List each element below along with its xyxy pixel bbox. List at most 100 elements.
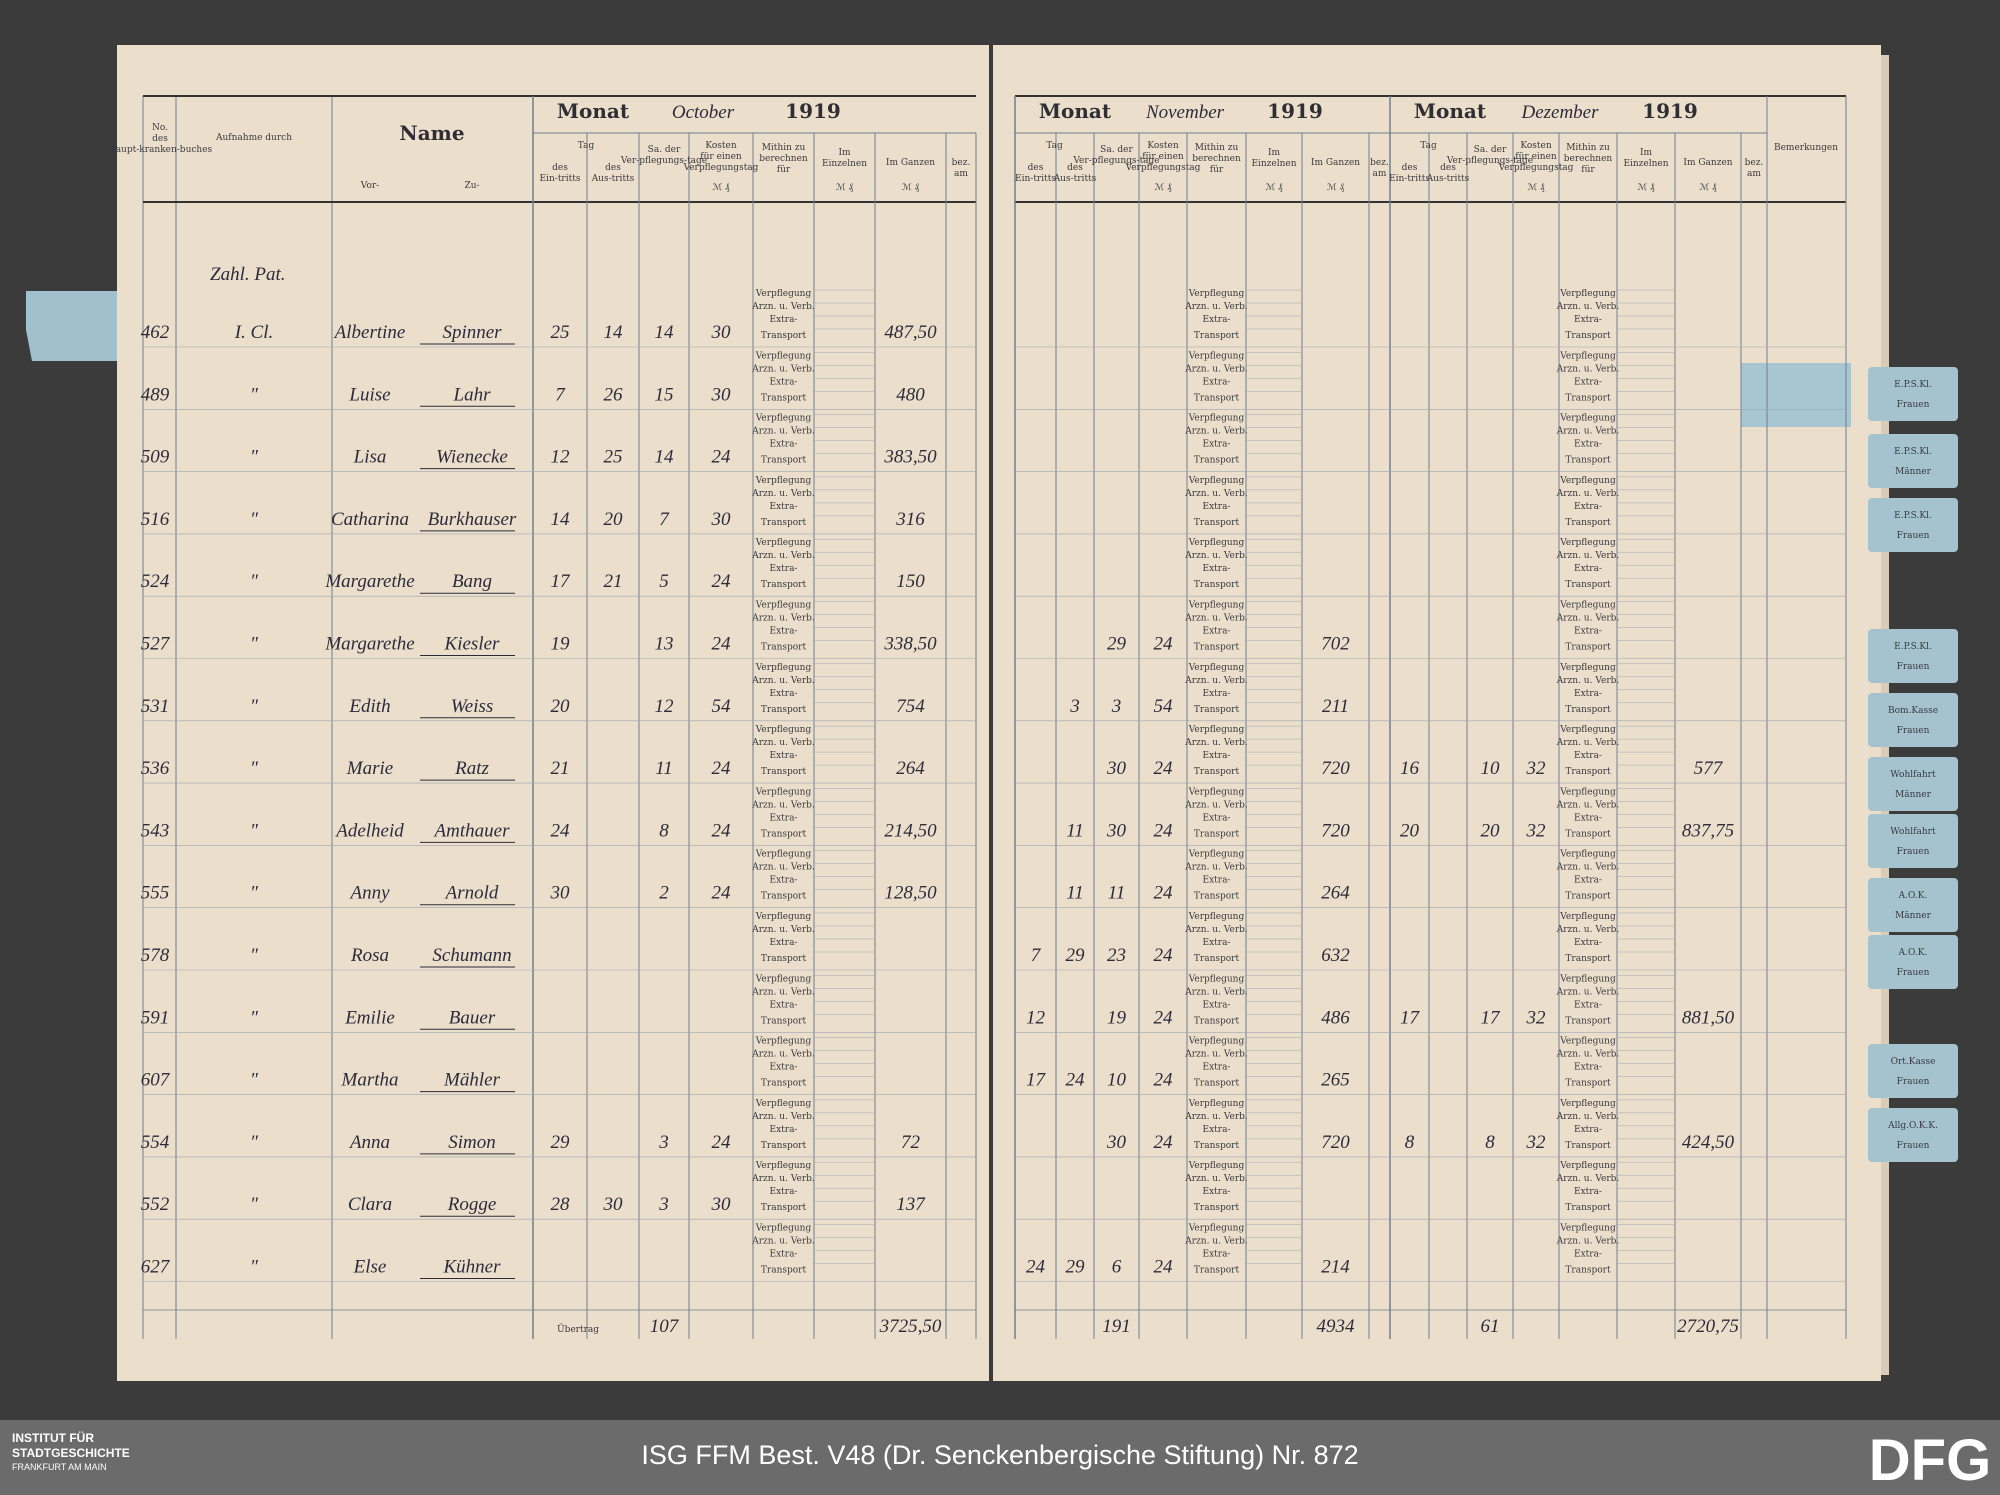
- sub-label: Transport: [1565, 1079, 1611, 1089]
- tab-text: Frauen: [1897, 1141, 1930, 1151]
- total-sum: 3725,50: [879, 1316, 942, 1337]
- surname: Weiss: [451, 696, 494, 717]
- sub-label: Extra-: [770, 315, 798, 325]
- entry: 837,75: [1682, 820, 1734, 841]
- heading-line: berechnen: [759, 154, 808, 164]
- entry: 720: [1321, 1132, 1350, 1153]
- heading-line: Einzelnen: [1251, 159, 1296, 169]
- sub-label: Arzn. u. Verb.: [1184, 800, 1248, 810]
- entry: 486: [1321, 1007, 1350, 1028]
- heading-line: am: [1747, 169, 1761, 179]
- admitted-by: ″: [250, 945, 259, 966]
- sub-label: Verpflegung: [755, 476, 812, 486]
- tab-text: Frauen: [1897, 662, 1930, 672]
- left-page: [117, 45, 989, 1381]
- entry: 11: [1066, 820, 1084, 841]
- sub-label: Extra-: [770, 938, 798, 948]
- surname: Amthauer: [433, 820, 511, 841]
- surname: Bang: [452, 571, 492, 592]
- sub-label: Arzn. u. Verb.: [1556, 1112, 1620, 1122]
- entry: 12: [1026, 1007, 1046, 1028]
- entry: 12: [655, 696, 675, 717]
- sub-label: Arzn. u. Verb.: [751, 551, 815, 561]
- sub-label: Transport: [1565, 705, 1611, 715]
- sub-label: Arzn. u. Verb.: [1556, 1174, 1620, 1184]
- entry: 214,50: [884, 820, 937, 841]
- heading-line: Im: [1268, 148, 1281, 158]
- sa-heading: Sa. der Ver-pflegungs-tage: [1446, 145, 1533, 166]
- entry: 137: [896, 1194, 926, 1215]
- kosten-heading: Kosten für einen Verpflegungstag: [1498, 141, 1574, 173]
- entry: 214: [1321, 1257, 1350, 1278]
- group-label: Zahl. Pat.: [210, 264, 285, 285]
- currency-heading: ℳ ₰: [902, 183, 919, 193]
- entry: 13: [655, 634, 674, 655]
- row-number: 607: [141, 1070, 171, 1091]
- sub-label: Verpflegung: [1559, 912, 1616, 922]
- sub-label: Extra-: [1203, 1250, 1231, 1260]
- sub-label: Transport: [761, 1203, 807, 1213]
- heading-line: für: [777, 165, 791, 175]
- row-number: 627: [141, 1257, 171, 1278]
- sub-label: Extra-: [1203, 564, 1231, 574]
- sub-label: Arzn. u. Verb.: [751, 302, 815, 312]
- first-name: Albertine: [333, 322, 406, 343]
- sub-label: Verpflegung: [1188, 289, 1245, 299]
- sub-label: Transport: [761, 829, 807, 839]
- admitted-by: ″: [250, 696, 259, 717]
- entry: 30: [1106, 820, 1127, 841]
- admitted-by: ″: [250, 509, 259, 530]
- sub-label: Transport: [1194, 767, 1240, 777]
- heading-line: Kosten: [1520, 141, 1551, 151]
- sub-label: Extra-: [1203, 377, 1231, 387]
- side-tab: [1868, 629, 1958, 683]
- sub-label: Extra-: [1203, 751, 1231, 761]
- sub-label: Verpflegung: [1559, 974, 1616, 984]
- sub-label: Extra-: [770, 689, 798, 699]
- heading-line: des: [1028, 163, 1044, 173]
- carry-label: Übertrag: [557, 1323, 599, 1335]
- footer-logo: DFG: [1869, 1428, 1991, 1493]
- heading-line: Bemerkungen: [1774, 143, 1838, 153]
- sub-label: Extra-: [770, 1250, 798, 1260]
- first-name: Clara: [348, 1194, 392, 1215]
- surname: Burkhauser: [428, 509, 517, 530]
- sub-label: Arzn. u. Verb.: [1556, 987, 1620, 997]
- sub-label: Extra-: [1574, 502, 1602, 512]
- sub-label: Transport: [1565, 1016, 1611, 1026]
- sub-label: Extra-: [770, 876, 798, 886]
- kosten-heading: Kosten für einen Verpflegungstag: [683, 141, 759, 173]
- heading-line: für einen: [1142, 152, 1184, 162]
- sub-label: Verpflegung: [1188, 538, 1245, 548]
- sub-label: Transport: [1565, 1266, 1611, 1276]
- sub-label: Transport: [761, 393, 807, 403]
- side-tab: [1868, 498, 1958, 552]
- sub-label: Arzn. u. Verb.: [751, 987, 815, 997]
- side-tab: [1868, 757, 1958, 811]
- ganzen-heading: Im Ganzen: [886, 158, 935, 168]
- ganzen-heading: Im Ganzen: [1311, 158, 1360, 168]
- entry: 20: [1481, 820, 1501, 841]
- sub-label: Extra-: [1203, 938, 1231, 948]
- sub-label: Extra-: [1574, 876, 1602, 886]
- sub-label: Verpflegung: [1559, 850, 1616, 860]
- heading-line: Verpflegungstag: [683, 163, 759, 173]
- sub-label: Transport: [1565, 892, 1611, 902]
- sub-label: Extra-: [1574, 1250, 1602, 1260]
- first-name: Margarethe: [324, 634, 414, 655]
- sub-label: Verpflegung: [755, 289, 812, 299]
- heading-line: Mithin zu: [1195, 143, 1239, 153]
- sub-label: Transport: [761, 331, 807, 341]
- total-days: 191: [1102, 1316, 1131, 1337]
- sub-label: Transport: [1565, 954, 1611, 964]
- sub-label: Verpflegung: [755, 1099, 812, 1109]
- entry: 24: [551, 820, 571, 841]
- admitted-by: ″: [250, 758, 259, 779]
- tab-text: E.P.S.Kl.: [1894, 511, 1932, 521]
- sub-label: Extra-: [1574, 689, 1602, 699]
- first-name: Edith: [348, 696, 390, 717]
- sub-label: Verpflegung: [755, 974, 812, 984]
- side-tab: [1868, 814, 1958, 868]
- sub-label: Arzn. u. Verb.: [1556, 427, 1620, 437]
- surname: Arnold: [444, 883, 499, 904]
